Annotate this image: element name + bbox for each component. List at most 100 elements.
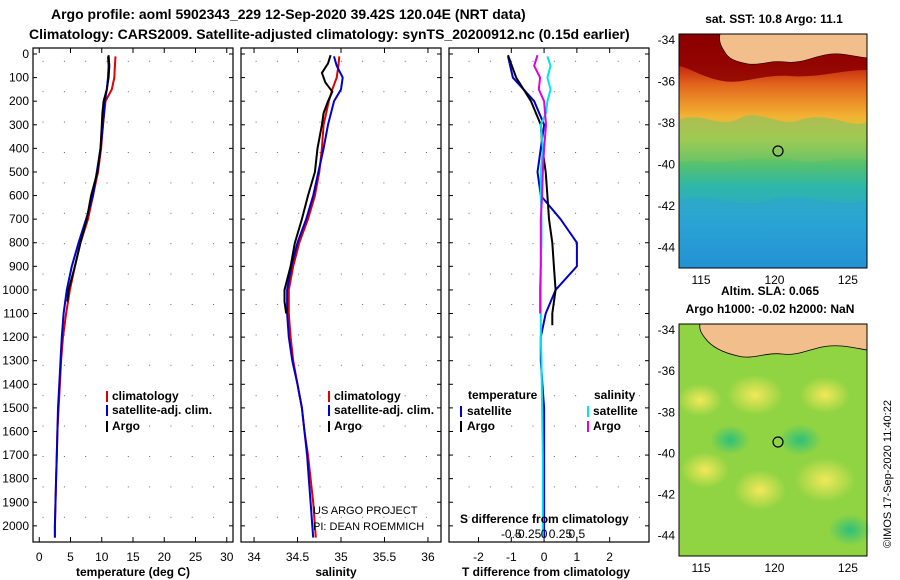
argo-location-marker — [772, 145, 784, 157]
legend-label-satellite: satellite-adj. clim. — [334, 403, 434, 417]
sla-map — [678, 323, 872, 557]
figure-title-line2: Climatology: CARS2009. Satellite-adjuste… — [29, 26, 630, 42]
legend-label-s-satellite: satellite — [593, 404, 638, 418]
sst-map — [678, 33, 868, 269]
depth-tick-label: 300 — [9, 118, 29, 132]
depth-axis: 0 100 200 300 400 500 600 700 800 900 1000 1100 1200… — [2, 47, 649, 533]
sla-map-title-line1: Altim. SLA: 0.065 — [721, 284, 819, 298]
depth-tick-label: 800 — [9, 236, 29, 250]
legend-label-t-argo: Argo — [467, 419, 495, 433]
depth-tick-label: 0 — [22, 47, 29, 61]
difference-legend: temperature salinity satellite Argo sate… — [460, 388, 638, 433]
sla-map-axes: -34 -36 -38 -40 -42 -44 115 120 125 — [658, 323, 859, 575]
depth-tick-label: 1300 — [2, 354, 29, 368]
temperature-series — [53, 55, 117, 538]
panel-temperature — [32, 47, 234, 543]
depth-tick-label: 1100 — [3, 307, 29, 321]
salinity-x-tick-label: 35.5 — [373, 550, 397, 564]
legend-label-climatology: climatology — [112, 389, 179, 403]
temperature-legend: climatology satellite-adj. clim. Argo — [106, 389, 212, 433]
series-line-satellite-adj-clim- — [53, 56, 110, 538]
series-line-argo — [283, 54, 334, 314]
legend-label-climatology: climatology — [334, 389, 401, 403]
panel-salinity — [240, 47, 442, 543]
legend-label-argo: Argo — [334, 419, 362, 433]
lon-tick-label: 125 — [838, 561, 858, 575]
temperature-x-tick-label: 25 — [189, 550, 203, 564]
depth-tick-label: 1200 — [2, 330, 29, 344]
depth-tick-label: 1500 — [2, 401, 29, 415]
temperature-x-tick-label: 15 — [126, 550, 140, 564]
difference-s-tick-label: -0.25 — [514, 527, 542, 541]
salinity-xlabel: salinity — [315, 565, 357, 579]
lat-tick-label: -42 — [658, 487, 676, 501]
depth-tick-label: 700 — [9, 212, 29, 226]
difference-x-tick-label: -2 — [473, 550, 484, 564]
lat-tick-label: -38 — [658, 405, 676, 419]
depth-tick-label: 400 — [9, 141, 29, 155]
lat-tick-label: -36 — [658, 364, 676, 378]
temperature-x-tick-label: 5 — [67, 550, 74, 564]
difference-s-tick-label: -0.5 — [501, 527, 522, 541]
difference-x-tick-label: 1 — [574, 550, 581, 564]
depth-tick-label: 1700 — [2, 448, 29, 462]
depth-tick-label: 200 — [9, 94, 29, 108]
temperature-x-tick-label: 10 — [95, 550, 109, 564]
lat-tick-label: -44 — [658, 240, 676, 254]
series-line-s-argo — [533, 54, 548, 314]
depth-tick-label: 1900 — [2, 495, 29, 509]
lat-tick-label: -36 — [658, 75, 676, 89]
lat-tick-label: -42 — [658, 199, 676, 213]
series-line-satellite-adj-clim- — [286, 56, 344, 538]
salinity-x-tick-label: 34.5 — [286, 550, 310, 564]
difference-xlabel-salinity: S difference from climatology — [460, 512, 629, 526]
lat-tick-label: -40 — [658, 446, 676, 460]
legend-title-salinity: salinity — [594, 388, 636, 402]
temperature-xlabel: temperature (deg C) — [76, 565, 190, 579]
lon-tick-label: 120 — [764, 273, 784, 287]
depth-tick-label: 1400 — [2, 377, 29, 391]
depth-tick-label: 500 — [9, 165, 29, 179]
depth-tick-label: 900 — [9, 259, 29, 273]
depth-tick-label: 100 — [9, 71, 29, 85]
depth-tick-label: 2000 — [2, 519, 29, 533]
legend-label-t-satellite: satellite — [467, 404, 512, 418]
temperature-x-tick-label: 20 — [158, 550, 172, 564]
lat-tick-label: -34 — [658, 323, 676, 337]
credit-line2: PI: DEAN ROEMMICH — [313, 521, 424, 533]
legend-label-satellite: satellite-adj. clim. — [112, 403, 212, 417]
salinity-x-tick-label: 36 — [421, 550, 435, 564]
legend-label-s-argo: Argo — [593, 419, 621, 433]
credit-line1: US ARGO PROJECT — [313, 505, 418, 517]
temperature-x-tick-label: 0 — [36, 550, 43, 564]
legend-title-temperature: temperature — [468, 388, 538, 402]
depth-tick-label: 1800 — [2, 472, 29, 486]
difference-x-tick-label: 0 — [541, 550, 548, 564]
difference-s-tick-label: 0.25 — [549, 527, 573, 541]
sst-map-axes: -34 -36 -38 -40 -42 -44 115 120 125 — [658, 33, 859, 287]
lon-tick-label: 120 — [764, 561, 784, 575]
legend-label-argo: Argo — [112, 419, 140, 433]
lon-tick-label: 115 — [691, 561, 710, 575]
difference-x-tick-label: 2 — [606, 550, 613, 564]
temperature-x-tick-label: 30 — [220, 550, 234, 564]
difference-x-tick-label: -1 — [506, 550, 517, 564]
land-mass — [699, 323, 868, 358]
imos-timestamp: ©IMOS 17-Sep-2020 11:40:22 — [882, 400, 894, 548]
series-line-argo — [66, 55, 111, 302]
x-axes: 0 5 10 15 20 25 30 34 34.5 35 35.5 36 -2 -1 0 1 2 -0.5-0.… — [36, 48, 613, 564]
lat-tick-label: -40 — [658, 157, 676, 171]
sla-map-title-line2: Argo h1000: -0.02 h2000: NaN — [686, 302, 855, 316]
sst-map-title: sat. SST: 10.8 Argo: 11.1 — [705, 12, 843, 26]
salinity-x-tick-label: 35 — [334, 550, 348, 564]
difference-s-tick-label: 0 — [541, 527, 548, 541]
depth-tick-label: 1000 — [2, 283, 29, 297]
lat-tick-label: -44 — [658, 528, 676, 542]
depth-tick-label: 1600 — [2, 424, 29, 438]
lat-tick-label: -38 — [658, 116, 676, 130]
difference-s-tick-label: 0.5 — [569, 527, 586, 541]
argo-location-marker — [772, 436, 784, 448]
series-line-t-argo — [507, 54, 557, 326]
salinity-x-tick-label: 34 — [247, 550, 261, 564]
